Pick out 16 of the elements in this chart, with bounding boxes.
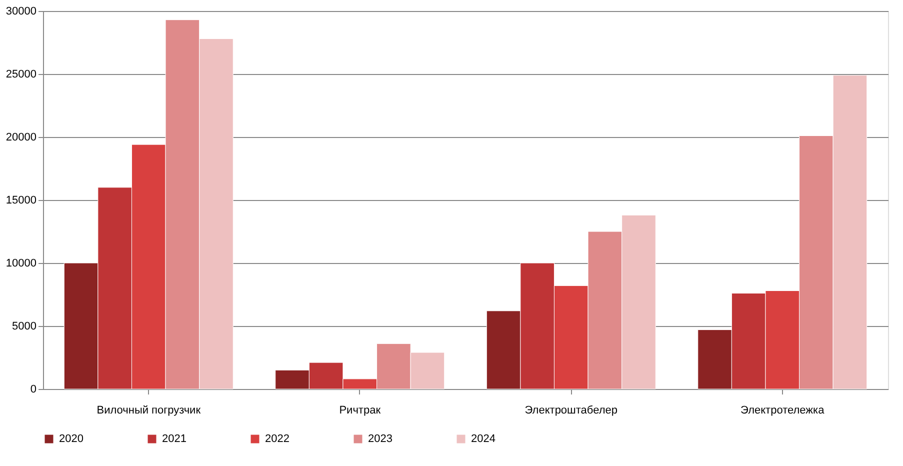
- x-tick-label: Вилочный погрузчик: [96, 404, 201, 416]
- y-tick-label: 30000: [6, 6, 36, 18]
- x-tick-label: Электротележка: [740, 404, 826, 416]
- legend-label: 2020: [59, 433, 84, 445]
- y-tick-label: 5000: [12, 320, 36, 332]
- legend-label: 2021: [162, 433, 186, 445]
- y-tick-label: 25000: [6, 68, 36, 80]
- y-tick-label: 10000: [6, 258, 36, 270]
- y-tick-label: 0: [30, 384, 36, 396]
- legend-label: 2023: [368, 433, 392, 445]
- y-tick-label: 20000: [6, 132, 36, 144]
- x-tick-label: Ричтрак: [339, 404, 381, 416]
- legend-label: 2024: [471, 433, 496, 445]
- legend-label: 2022: [265, 433, 290, 445]
- y-tick-label: 15000: [6, 194, 36, 206]
- x-tick-label: Электроштабелер: [524, 404, 618, 416]
